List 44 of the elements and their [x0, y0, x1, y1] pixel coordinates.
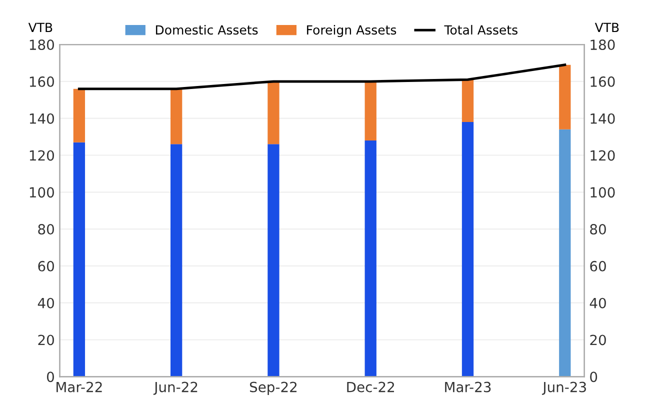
x-tick-label: Jun-23: [542, 382, 586, 395]
y-tick-label: 140: [30, 113, 54, 124]
bar: [73, 88, 86, 142]
y-tick-label: 100: [30, 187, 54, 198]
y2-tick-label: 100: [590, 187, 615, 198]
legend-label: Foreign Assets: [307, 24, 396, 38]
y2-axis-title: VTB: [594, 22, 619, 32]
x-tick-label: Mar-22: [56, 382, 102, 392]
bar: [170, 144, 182, 377]
bar: [268, 81, 280, 144]
y2-tick-label: 80: [590, 224, 606, 235]
y2-tick-label: 20: [590, 334, 606, 346]
bar: [462, 80, 474, 122]
y-tick-label: 160: [30, 76, 54, 87]
line-series: [78, 64, 566, 90]
y2-tick-label: 0: [590, 372, 598, 382]
y2-tick-label: 180: [590, 40, 615, 50]
y-tick-label: 80: [38, 224, 54, 235]
x-tick-label: Jun-22: [153, 382, 198, 395]
x-tick-label: Mar-23: [445, 382, 491, 392]
x-tick-label: Dec-22: [347, 382, 394, 392]
y-tick-label: 0: [46, 372, 54, 382]
y-tick-label: 180: [30, 40, 54, 50]
bar: [170, 88, 182, 144]
y-tick-label: 40: [38, 298, 54, 308]
legend-label: Domestic Assets: [156, 24, 258, 35]
y2-tick-label: 60: [590, 260, 606, 272]
y2-tick-label: 160: [590, 76, 615, 87]
bar: [364, 81, 376, 140]
y2-tick-label: 140: [590, 113, 615, 124]
bar: [559, 129, 571, 377]
bar: [268, 144, 280, 377]
y-tick-label: 120: [30, 150, 54, 161]
y-tick-label: 20: [38, 334, 54, 346]
bar: [462, 122, 474, 377]
bar: [559, 64, 571, 130]
x-tick-label: Sep-22: [250, 382, 297, 395]
y-tick-label: 60: [38, 260, 54, 272]
y2-tick-label: 40: [590, 298, 606, 308]
y2-tick-label: 120: [590, 150, 615, 161]
bar: [364, 140, 376, 377]
y-axis-title: VTB: [28, 22, 52, 32]
legend-label: Total Assets: [444, 24, 518, 35]
bar: [73, 142, 86, 377]
